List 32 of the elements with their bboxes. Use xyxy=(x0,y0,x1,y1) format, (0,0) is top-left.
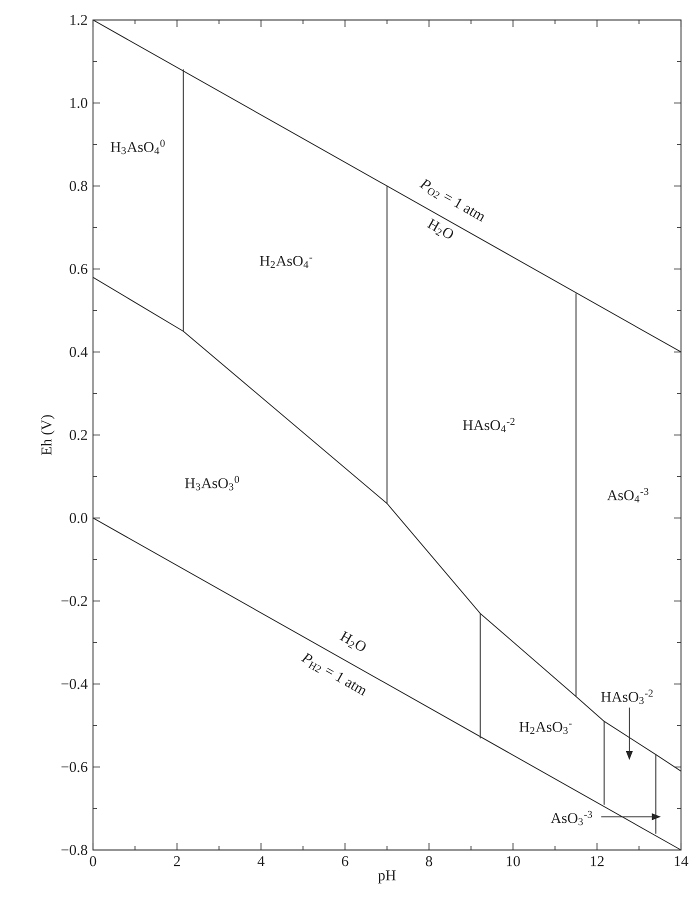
y-tick-label: 0.0 xyxy=(70,512,88,524)
x-tick-label: 12 xyxy=(590,856,604,866)
x-tick-label: 4 xyxy=(258,856,264,866)
y-tick-label: −0.6 xyxy=(61,762,88,772)
annotation: H$_{2}$O xyxy=(426,218,454,238)
annotation: AsO$_{4}$-3 xyxy=(607,488,648,502)
x-tick-label: 0 xyxy=(90,856,96,866)
annotation: HAsO$_{3}$-2 xyxy=(601,690,653,704)
y-tick-label: 1.2 xyxy=(70,14,87,26)
y-tick-label: 0.8 xyxy=(70,180,88,192)
x-tick-label: 10 xyxy=(506,856,520,866)
annotation: H$_{3}$AsO$_{4}$0 xyxy=(110,140,165,154)
y-tick-label: 0.2 xyxy=(70,430,87,440)
y-tick-label: 1.0 xyxy=(70,98,88,108)
x-tick-label: 14 xyxy=(674,856,688,866)
annotation: P$_{H2}$ = 1 atm xyxy=(300,652,366,696)
x-tick-label: 8 xyxy=(426,856,432,866)
annotation: AsO$_{3}$-3 xyxy=(550,810,592,826)
y-tick-label: −0.8 xyxy=(61,844,88,856)
annotation: H$_{2}$AsO$_{3}$- xyxy=(519,722,572,734)
annotation: H$_{2}$AsO$_{4}$- xyxy=(260,256,312,268)
x-tick-label: 2 xyxy=(174,856,180,866)
y-axis-title: Eh (V) xyxy=(41,415,55,456)
annotation: H$_{3}$AsO$_{3}$0 xyxy=(185,476,240,490)
y-tick-label: −0.4 xyxy=(61,678,88,690)
x-axis-title: pH xyxy=(378,870,396,884)
x-tick-label: 6 xyxy=(342,856,348,866)
y-tick-label: −0.2 xyxy=(61,596,87,606)
y-tick-label: 0.4 xyxy=(70,346,88,358)
annotation: H$_{2}$O xyxy=(340,630,366,651)
annotation: HAsO$_{4}$-2 xyxy=(462,418,515,432)
y-tick-label: 0.6 xyxy=(70,264,88,274)
